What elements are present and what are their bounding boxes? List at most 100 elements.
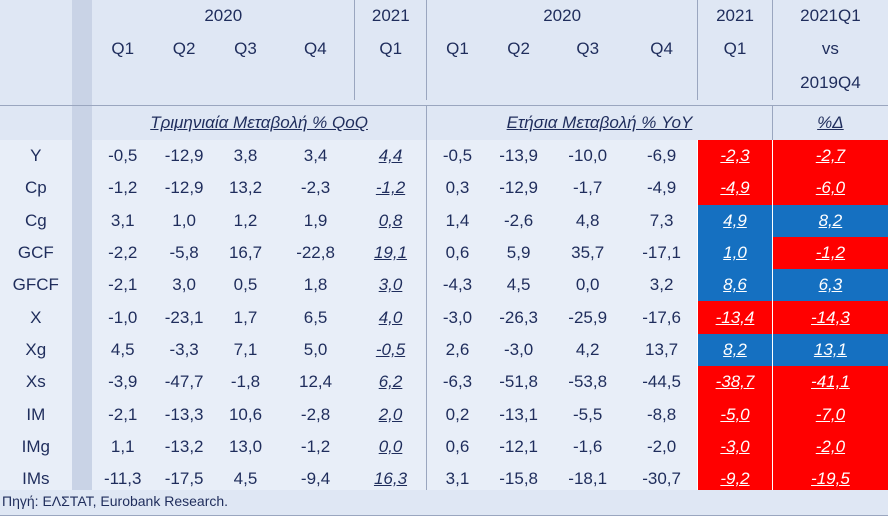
yoy-latest-value: -2,3 <box>697 140 773 173</box>
gap-cell <box>71 301 93 334</box>
table-row: Y -0,5 -12,9 3,8 3,4 4,4 -0,5 -13,9 -10,0 -6,9 -2,… <box>0 140 888 173</box>
yoy-value: -13,9 <box>487 140 550 173</box>
qoq-value: -47,7 <box>153 366 215 399</box>
yoy-value: -3,0 <box>426 301 488 334</box>
delta-value: -2,7 <box>771 140 888 173</box>
yoy-value: -18,1 <box>549 462 627 496</box>
qoq-value: -11,3 <box>92 462 154 496</box>
qoq-value: -2,8 <box>276 398 355 431</box>
yoy-latest-value: 1,0 <box>697 236 773 270</box>
quarter-header: Q1 <box>354 32 427 66</box>
yoy-latest-value: 4,9 <box>697 204 773 237</box>
qoq-value: -0,5 <box>92 140 154 173</box>
compare-header-mid: vs <box>771 32 888 66</box>
yoy-value: -3,0 <box>487 333 550 367</box>
yoy-latest-value: -38,7 <box>697 366 773 399</box>
yoy-value: 13,7 <box>626 333 698 367</box>
compare-header-bot: 2019Q4 <box>771 66 888 100</box>
yoy-value: -17,6 <box>626 301 698 334</box>
year-2021-yoy: 2021 <box>697 0 773 32</box>
qoq-value: 16,7 <box>214 236 277 270</box>
quarter-header: Q4 <box>276 32 355 66</box>
qoq-latest-value: 4,4 <box>354 140 427 173</box>
qoq-value: 7,1 <box>214 333 277 367</box>
yoy-value: 1,4 <box>426 204 488 237</box>
qoq-latest-value: 0,8 <box>354 204 427 237</box>
qoq-value: -17,5 <box>153 462 215 496</box>
qoq-value: -3,3 <box>153 333 215 367</box>
qoq-value: -2,1 <box>92 269 154 302</box>
qoq-latest-value: 19,1 <box>354 236 427 270</box>
yoy-value: 5,9 <box>487 236 550 270</box>
qoq-value: 1,8 <box>276 269 355 302</box>
table-row: IM -2,1 -13,3 10,6 -2,8 2,0 0,2 -13,1 -5,5 -8,8 -5… <box>0 398 888 431</box>
qoq-value: -2,1 <box>92 398 154 431</box>
row-label: Xg <box>0 333 72 367</box>
qoq-value: -2,2 <box>92 236 154 270</box>
gap-cell <box>71 172 93 205</box>
yoy-value: 0,2 <box>426 398 488 431</box>
row-label: IM <box>0 398 72 431</box>
qoq-latest-value: 16,3 <box>354 462 427 496</box>
yoy-value: -1,7 <box>549 172 627 205</box>
qoq-value: 0,5 <box>214 269 277 302</box>
gap-cell <box>71 366 93 399</box>
qoq-latest-value: 2,0 <box>354 398 427 431</box>
yoy-latest-value: 8,2 <box>697 333 773 367</box>
gap-cell <box>71 430 93 463</box>
qoq-value: 1,1 <box>92 430 154 463</box>
table-row: GCF -2,2 -5,8 16,7 -22,8 19,1 0,6 5,9 35,7 -17,1 1… <box>0 236 888 270</box>
qoq-latest-value: 0,0 <box>354 430 427 463</box>
yoy-value: 2,6 <box>426 333 488 367</box>
yoy-value: -2,6 <box>487 204 550 237</box>
row-label: IMs <box>0 462 72 496</box>
table-row: Cg 3,1 1,0 1,2 1,9 0,8 1,4 -2,6 4,8 7,3 4,9 8,2 <box>0 204 888 237</box>
source-note: Πηγή: ΕΛΣΤΑΤ, Eurobank Research. <box>0 490 888 516</box>
qoq-latest-value: -0,5 <box>354 333 427 367</box>
delta-value: -14,3 <box>771 301 888 334</box>
qoq-latest-value: 4,0 <box>354 301 427 334</box>
gdp-components-table: 2020 2021 2020 2021 2021Q1 Q1 Q2 Q3 Q4 Q… <box>0 0 888 141</box>
table-row: Cp -1,2 -12,9 13,2 -2,3 -1,2 0,3 -12,9 -1,7 -4,9-… <box>0 172 888 205</box>
quarter-header: Q1 <box>697 32 773 66</box>
qoq-value: 4,5 <box>92 333 154 367</box>
qoq-value: -5,8 <box>153 236 215 270</box>
yoy-value: -12,1 <box>487 430 550 463</box>
row-label: X <box>0 301 72 334</box>
corner-cell <box>0 32 72 66</box>
header-blank <box>426 66 698 100</box>
qoq-value: 4,5 <box>214 462 277 496</box>
qoq-value: -13,3 <box>153 398 215 431</box>
row-label: GCF <box>0 236 72 270</box>
row-label: IMg <box>0 430 72 463</box>
yoy-value: 3,2 <box>626 269 698 302</box>
qoq-subheader: Τριμηνιαία Μεταβολή % QoQ <box>92 105 427 141</box>
qoq-value: -3,9 <box>92 366 154 399</box>
yoy-value: 4,2 <box>549 333 627 367</box>
quarter-header: Q3 <box>549 32 627 66</box>
qoq-value: -1,2 <box>92 172 154 205</box>
yoy-value: -5,5 <box>549 398 627 431</box>
table-row: GFCF -2,1 3,0 0,5 1,8 3,0 -4,3 4,5 0,0 3,2 8,6 6,3 <box>0 269 888 302</box>
qoq-value: 1,9 <box>276 204 355 237</box>
yoy-latest-value: -13,4 <box>697 301 773 334</box>
yoy-value: -8,8 <box>626 398 698 431</box>
qoq-value: 3,1 <box>92 204 154 237</box>
quarter-header: Q3 <box>214 32 277 66</box>
delta-value: -41,1 <box>771 366 888 399</box>
delta-value: 13,1 <box>771 333 888 367</box>
qoq-value: 12,4 <box>276 366 355 399</box>
yoy-value: -44,5 <box>626 366 698 399</box>
yoy-value: -15,8 <box>487 462 550 496</box>
yoy-value: 0,6 <box>426 430 488 463</box>
row-label: GFCF <box>0 269 72 302</box>
year-2020-qoq: 2020 <box>92 0 355 32</box>
yoy-value: -26,3 <box>487 301 550 334</box>
table-row: IMg 1,1 -13,2 13,0 -1,2 0,0 0,6 -12,1 -1,6 -2,0 -3… <box>0 430 888 463</box>
qoq-value: 3,8 <box>214 140 277 173</box>
qoq-value: 3,4 <box>276 140 355 173</box>
table-row: IMs -11,3 -17,5 4,5 -9,4 16,3 3,1 -15,8 -18,1 -30… <box>0 462 888 496</box>
row-label: Xs <box>0 366 72 399</box>
qoq-value: 13,2 <box>214 172 277 205</box>
